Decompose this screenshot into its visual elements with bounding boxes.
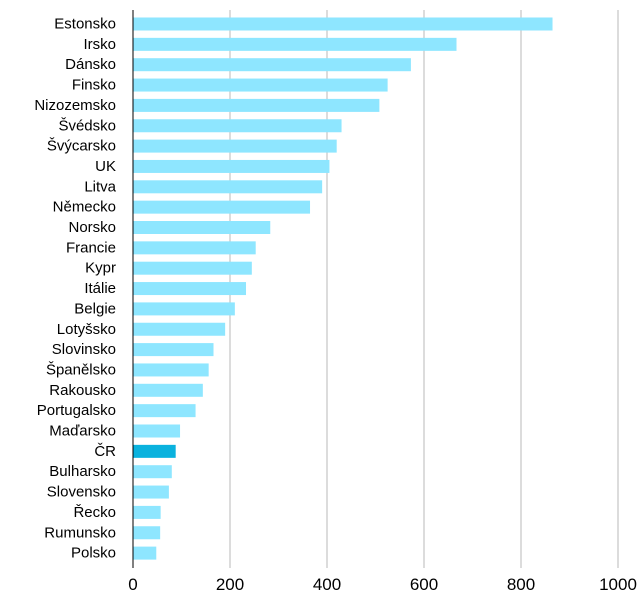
bar-Německo: [133, 200, 311, 214]
bar-Španělsko: [133, 363, 209, 377]
category-label: Norsko: [68, 219, 116, 236]
category-label: Nizozemsko: [34, 97, 116, 114]
bar-Nizozemsko: [133, 98, 380, 112]
category-label: UK: [95, 158, 116, 175]
bar-Polsko: [133, 546, 157, 560]
bar-Švédsko: [133, 119, 342, 133]
bar-Estonsko: [133, 17, 553, 31]
x-tick-label: 0: [128, 575, 137, 594]
bar-Řecko: [133, 505, 161, 519]
bar-Lotyšsko: [133, 322, 226, 336]
category-label: Švédsko: [58, 117, 116, 134]
bar-Itálie: [133, 282, 247, 296]
category-label: Španělsko: [46, 361, 116, 378]
bar-Slovensko: [133, 485, 169, 499]
category-label: Kypr: [85, 260, 116, 277]
bar-Norsko: [133, 221, 271, 234]
bar-Maďarsko: [133, 424, 181, 438]
category-label: Estonsko: [54, 16, 116, 33]
x-tick-label: 400: [313, 575, 341, 594]
x-tick-labels: 0 200 400 600 800 1000: [128, 575, 637, 594]
category-label: Francie: [66, 239, 116, 256]
bar-Slovinsko: [133, 343, 214, 357]
gridlines: [229, 10, 619, 568]
bar-Rakousko: [133, 383, 203, 397]
category-label: Rakousko: [49, 382, 116, 399]
category-label: Slovensko: [47, 484, 116, 501]
category-label: Dánsko: [65, 56, 116, 73]
bar-UK: [133, 159, 330, 173]
category-label: ČR: [94, 443, 116, 460]
x-tick-label: 200: [216, 575, 244, 594]
category-label: Maďarsko: [49, 423, 116, 440]
category-label: Belgie: [74, 300, 116, 317]
x-tick-label: 800: [507, 575, 535, 594]
category-label: Litva: [84, 178, 116, 195]
category-label: Slovinsko: [52, 341, 116, 358]
category-label: Finsko: [72, 77, 116, 94]
category-label: Portugalsko: [37, 402, 116, 419]
bar-Finsko: [133, 78, 388, 92]
bar-Bulharsko: [133, 465, 172, 479]
bars: [133, 17, 553, 560]
category-label: Švýcarsko: [47, 138, 116, 155]
category-label: Itálie: [84, 280, 116, 297]
bar-Portugalsko: [133, 404, 196, 418]
bar-Rumunsko: [133, 526, 161, 540]
category-label: Irsko: [83, 36, 116, 53]
category-label: Německo: [53, 199, 116, 216]
category-label: Rumunsko: [44, 524, 116, 541]
bar-ČR: [133, 444, 176, 458]
category-label: Řecko: [73, 504, 116, 521]
bar-Dánsko: [133, 58, 411, 72]
bar-Irsko: [133, 37, 457, 51]
x-tick-label: 1000: [599, 575, 637, 594]
category-label: Polsko: [71, 545, 116, 562]
bar-Kypr: [133, 261, 252, 275]
bar-Švýcarsko: [133, 139, 337, 153]
bar-Litva: [133, 180, 323, 194]
category-label: Bulharsko: [49, 463, 116, 480]
bar-Belgie: [133, 302, 235, 316]
x-tick-label: 600: [410, 575, 438, 594]
bar-Francie: [133, 241, 256, 255]
category-label: Lotyšsko: [57, 321, 116, 338]
category-labels: Estonsko Irsko Dánsko Finsko Nizozemsko Švéds…: [34, 16, 116, 562]
